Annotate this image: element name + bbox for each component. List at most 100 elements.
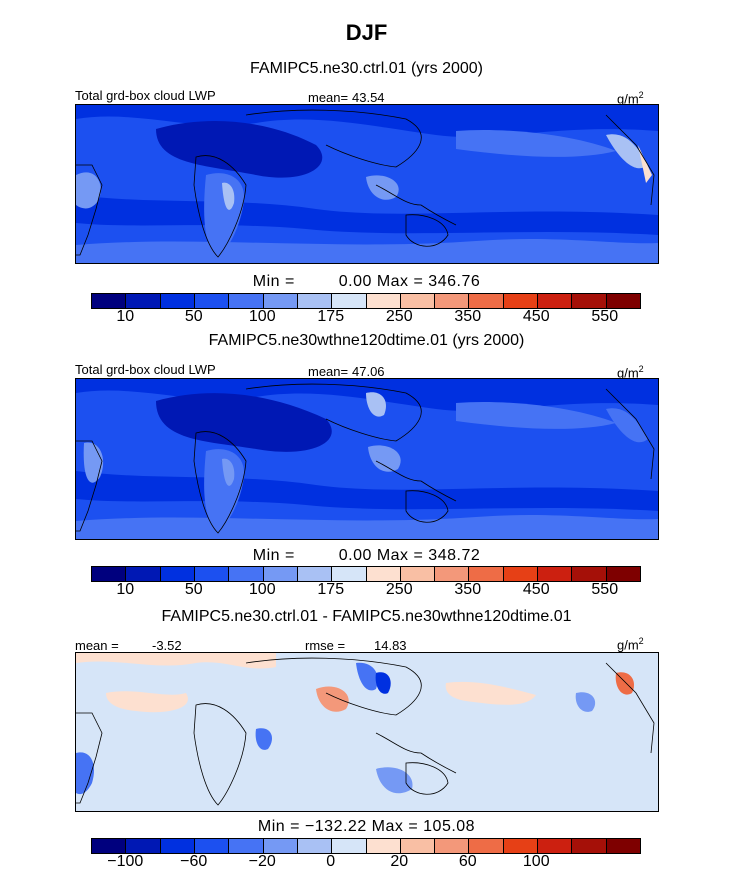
panel-1-min-label: Min = (252, 273, 295, 290)
panel-1-variable: Total grd-box cloud LWP (75, 88, 216, 103)
colorbar-tick-label: −20 (248, 853, 276, 870)
colorbar-tick-label: 175 (317, 308, 345, 325)
colorbar-tick-label: 550 (591, 581, 619, 598)
panel-2-mean-value: 47.06 (352, 364, 385, 379)
colorbar-segment (538, 567, 573, 581)
panel-3-minmax: Min = −132.22 Max = 105.08 (0, 818, 733, 836)
colorbar-tick-label: 550 (591, 308, 619, 325)
colorbar-segment (435, 839, 470, 853)
colorbar-segment (503, 839, 539, 853)
colorbar-tick-label: 250 (385, 308, 413, 325)
colorbar-segment (572, 839, 607, 853)
colorbar-tick-label: 450 (522, 581, 550, 598)
panel-1-map (75, 104, 659, 264)
colorbar-tick-label: −100 (107, 853, 144, 870)
panel-1-colorbar (91, 293, 641, 309)
panel-3-unit: g/m2 (617, 636, 644, 653)
colorbar-segment (538, 294, 573, 308)
colorbar-tick-label: 100 (248, 308, 276, 325)
colorbar-segment (366, 294, 401, 308)
colorbar-segment (297, 294, 333, 308)
colorbar-segment (92, 839, 127, 853)
panel-2-variable: Total grd-box cloud LWP (75, 362, 216, 377)
colorbar-segment (92, 567, 127, 581)
colorbar-segment (229, 294, 264, 308)
panel-3-max-label: Max = (371, 818, 419, 835)
colorbar-tick-label: 175 (317, 581, 345, 598)
colorbar-segment (469, 294, 504, 308)
colorbar-segment (400, 839, 436, 853)
panel-3-colorbar-ticks: −100 −60 −20 0 20 60 100 (91, 853, 639, 873)
colorbar-segment (503, 294, 539, 308)
colorbar-segment (606, 294, 640, 308)
colorbar-tick-label: 50 (184, 308, 203, 325)
panel-2-unit: g/m2 (617, 364, 644, 381)
colorbar-segment (366, 567, 401, 581)
colorbar-tick-label: 10 (116, 308, 135, 325)
colorbar-segment (126, 567, 161, 581)
colorbar-tick-label: 20 (390, 853, 409, 870)
panel-1-max-value: 346.76 (428, 273, 481, 290)
panel-3-rmse-label: rmse = (305, 638, 346, 653)
colorbar-tick-label: 0 (326, 853, 336, 870)
colorbar-segment (263, 567, 298, 581)
panel-2-map (75, 378, 659, 540)
colorbar-segment (126, 294, 161, 308)
colorbar-segment (332, 294, 367, 308)
colorbar-tick-label: 50 (184, 581, 203, 598)
panel-2-mean-label: mean= (308, 364, 349, 379)
colorbar-segment (297, 567, 333, 581)
colorbar-segment (572, 567, 607, 581)
colorbar-segment (92, 294, 127, 308)
colorbar-segment (263, 839, 298, 853)
colorbar-segment (606, 839, 640, 853)
colorbar-tick-label: 10 (116, 581, 135, 598)
colorbar-segment (263, 294, 298, 308)
panel-3-rmse-value: 14.83 (374, 638, 407, 653)
colorbar-segment (469, 839, 504, 853)
colorbar-segment (194, 839, 230, 853)
colorbar-segment (538, 839, 573, 853)
colorbar-segment (194, 567, 230, 581)
colorbar-segment (297, 839, 333, 853)
colorbar-tick-label: 100 (248, 581, 276, 598)
colorbar-segment (160, 294, 195, 308)
colorbar-segment (160, 567, 195, 581)
panel-2-max-value: 348.72 (428, 547, 481, 564)
colorbar-tick-label: 100 (522, 853, 550, 870)
panel-2-min-label: Min = (252, 547, 295, 564)
panel-1-min-value: 0.00 (338, 273, 372, 290)
colorbar-segment (435, 294, 470, 308)
colorbar-segment (400, 567, 436, 581)
colorbar-segment (126, 839, 161, 853)
colorbar-segment (400, 294, 436, 308)
panel-3-title: FAMIPC5.ne30.ctrl.01 - FAMIPC5.ne30wthne… (161, 608, 572, 625)
colorbar-segment (366, 839, 401, 853)
panel-3-mean-label: mean = (75, 638, 119, 653)
panel-2-minmax: Min = 0.00 Max = 348.72 (0, 547, 733, 565)
colorbar-tick-label: −60 (180, 853, 208, 870)
colorbar-segment (160, 839, 195, 853)
panel-1-minmax: Min = 0.00 Max = 346.76 (0, 273, 733, 291)
colorbar-segment (469, 567, 504, 581)
colorbar-segment (435, 567, 470, 581)
panel-2-colorbar-ticks: 10 50 100 175 250 350 450 550 (91, 581, 639, 601)
colorbar-tick-label: 60 (458, 853, 477, 870)
colorbar-segment (332, 567, 367, 581)
panel-1-colorbar-ticks: 10 50 100 175 250 350 450 550 (91, 308, 639, 328)
colorbar-tick-label: 450 (522, 308, 550, 325)
colorbar-tick-label: 350 (454, 308, 482, 325)
colorbar-segment (194, 294, 230, 308)
panel-2-min-value: 0.00 (338, 547, 372, 564)
panel-3-min-value: −132.22 (304, 818, 367, 835)
panel-2-colorbar (91, 566, 641, 582)
panel-3-mean-value: -3.52 (152, 638, 182, 653)
colorbar-segment (503, 567, 539, 581)
panel-1-mean-label: mean= (308, 90, 349, 105)
colorbar-segment (229, 567, 264, 581)
panel-3-min-label: Min = (257, 818, 300, 835)
colorbar-tick-label: 350 (454, 581, 482, 598)
colorbar-segment (572, 294, 607, 308)
colorbar-tick-label: 250 (385, 581, 413, 598)
colorbar-segment (332, 839, 367, 853)
